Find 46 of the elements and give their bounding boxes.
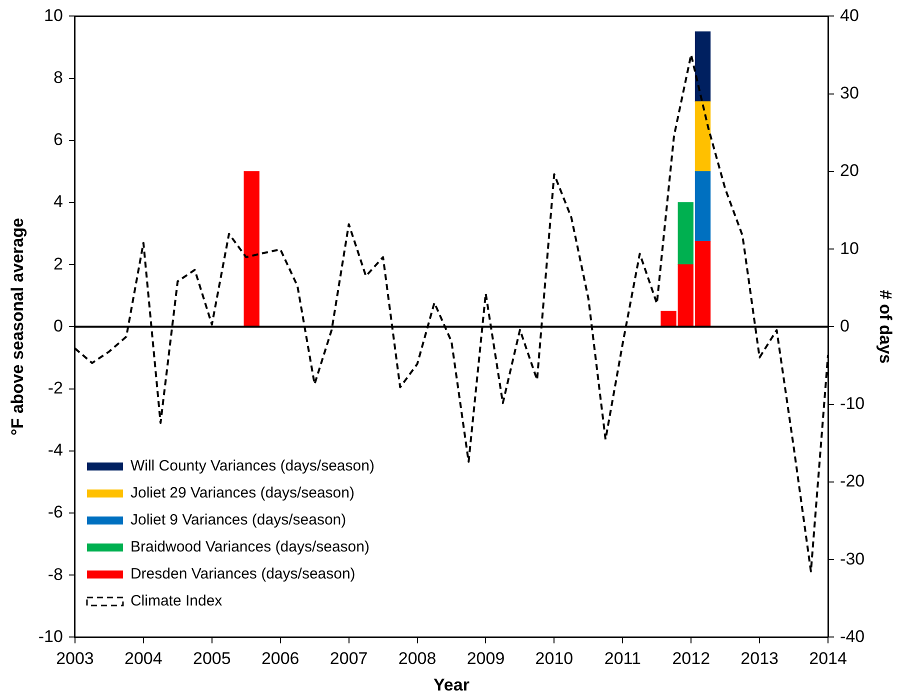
y2-tick-label: 10 — [840, 238, 859, 258]
y-axis-title: °F above seasonal average — [8, 218, 27, 436]
x-axis-title: Year — [434, 675, 470, 694]
y2-tick-label: 40 — [840, 6, 859, 25]
y2-tick-label: -10 — [840, 394, 865, 414]
legend-label: Climate Index — [130, 592, 223, 610]
legend-label: Joliet 29 Variances (days/season) — [130, 484, 354, 502]
y2-tick-label: -30 — [840, 549, 865, 568]
y-tick-label: -2 — [48, 378, 63, 398]
bar — [244, 171, 260, 327]
y-tick-label: 10 — [44, 6, 63, 25]
x-tick-label: 2014 — [809, 649, 847, 668]
x-tick-label: 2006 — [261, 649, 300, 668]
y-tick-label: -8 — [48, 564, 63, 584]
y-tick-label: -10 — [38, 626, 63, 646]
bar — [694, 31, 711, 102]
bar — [694, 101, 711, 172]
y-tick-label: 4 — [54, 192, 63, 212]
y-tick-label: 2 — [54, 254, 63, 274]
y2-tick-label: 30 — [840, 84, 859, 103]
y-tick-label: -6 — [48, 502, 63, 522]
bar — [694, 171, 711, 242]
y2-tick-label: -40 — [840, 626, 865, 646]
x-tick-label: 2004 — [124, 649, 162, 668]
y-tick-label: 6 — [54, 130, 63, 150]
y-tick-label: 0 — [54, 316, 63, 336]
x-tick-label: 2009 — [466, 649, 505, 668]
y2-tick-label: -20 — [840, 472, 865, 491]
y2-axis-title: # of days — [876, 290, 896, 364]
y2-tick-label: 20 — [840, 161, 859, 180]
legend-label: Will County Variances (days/season) — [130, 458, 374, 475]
legend-label: Joliet 9 Variances (days/season) — [130, 512, 346, 529]
legend-label: Braidwood Variances (days/season) — [130, 538, 370, 556]
bar — [678, 202, 694, 265]
x-tick-label: 2010 — [535, 649, 574, 668]
y-tick-label: 8 — [54, 68, 63, 87]
x-tick-label: 2012 — [672, 649, 710, 668]
x-tick-label: 2007 — [330, 649, 368, 668]
x-tick-label: 2003 — [56, 649, 94, 668]
x-tick-label: 2008 — [398, 649, 436, 668]
x-tick-label: 2013 — [740, 649, 778, 668]
y2-tick-label: 0 — [840, 316, 850, 336]
x-tick-label: 2005 — [192, 649, 231, 668]
x-tick-label: 2011 — [604, 649, 641, 668]
y-tick-label: -4 — [48, 440, 63, 460]
legend-label: Dresden Variances (days/season) — [130, 566, 356, 583]
